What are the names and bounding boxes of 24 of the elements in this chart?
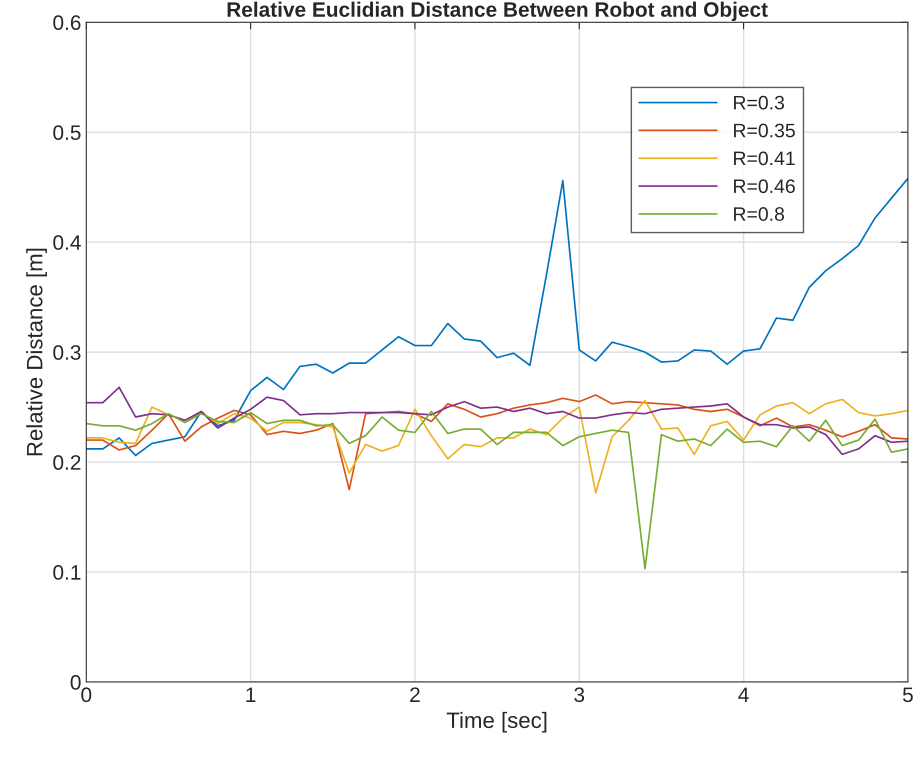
x-tick-label: 4 [738,688,749,702]
y-tick-label: 0.1 [53,565,80,580]
legend-label: R=0.35 [734,124,795,138]
line-series [86,178,908,456]
legend-label: R=0.3 [734,96,784,110]
x-axis-title: Time [sec] [446,712,546,733]
y-tick-label: 0.4 [53,235,81,250]
y-tick-label: 0.3 [53,345,81,360]
x-tick-label: 0 [81,687,92,702]
y-tick-label: 0.2 [53,455,80,470]
y-tick-label: 0.5 [53,125,81,140]
legend-label: R=0.46 [734,179,795,194]
line-series [86,410,908,570]
legend-label: R=0.8 [734,207,784,221]
x-tick-label: 2 [410,687,420,702]
x-tick-label: 5 [902,688,913,702]
y-tick-label: 0 [70,674,81,690]
legend-label: R=0.41 [734,151,795,166]
x-tick-label: 1 [246,688,256,702]
line-series [86,386,908,456]
y-tick-label: 0.6 [53,15,81,30]
x-tick-label: 3 [574,687,584,702]
chart-title: Relative Euclidian Distance Between Robot and Object [228,2,768,22]
y-axis-title: Relative Distance [m] [26,248,47,456]
